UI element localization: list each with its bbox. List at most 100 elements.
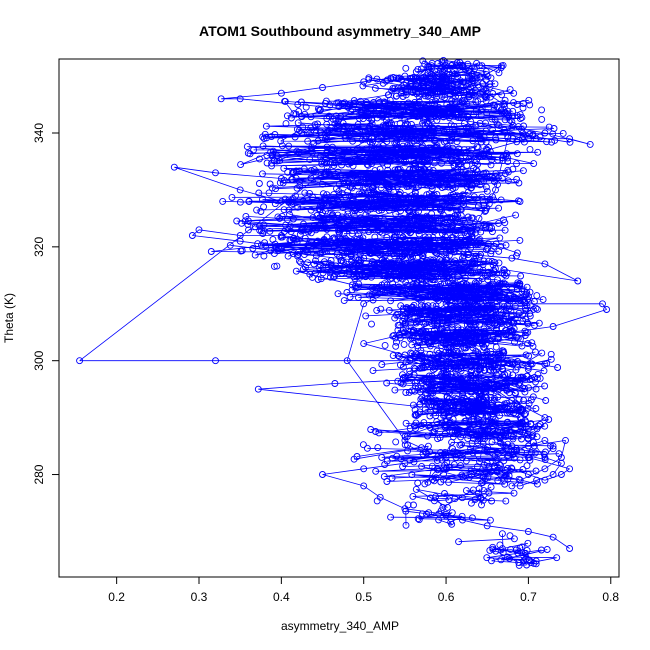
data-point — [483, 522, 491, 530]
data-point — [426, 180, 434, 188]
data-point — [301, 110, 309, 118]
data-point — [523, 462, 531, 470]
data-point — [501, 400, 509, 408]
data-point — [476, 119, 484, 127]
data-point — [423, 212, 431, 220]
data-point — [460, 201, 468, 209]
data-point — [482, 76, 490, 84]
data-point — [416, 338, 424, 346]
data-point — [458, 494, 466, 502]
data-point — [429, 380, 437, 388]
data-point — [428, 182, 436, 190]
data-point — [483, 71, 491, 79]
data-point — [424, 157, 431, 165]
data-point — [491, 384, 499, 392]
data-point — [453, 138, 461, 146]
data-point — [386, 275, 394, 283]
data-point — [488, 399, 496, 407]
data-point — [465, 236, 473, 243]
data-point — [482, 411, 490, 419]
data-point — [495, 423, 503, 431]
data-point — [474, 81, 482, 89]
data-point — [511, 315, 519, 323]
data-point — [188, 232, 196, 239]
data-point — [473, 240, 480, 248]
data-point — [417, 269, 425, 277]
data-point — [524, 425, 532, 433]
data-point — [507, 545, 515, 553]
data-point — [477, 228, 485, 236]
data-point — [418, 364, 426, 372]
data-point — [554, 364, 562, 371]
data-point — [355, 230, 362, 238]
data-point — [528, 339, 536, 347]
y-tick-label: 300 — [32, 350, 46, 370]
data-point — [524, 365, 532, 373]
data-point — [533, 375, 541, 383]
data-point — [472, 381, 480, 389]
data-point — [421, 480, 429, 488]
data-point — [368, 142, 376, 150]
data-point — [513, 150, 521, 158]
data-point — [463, 305, 471, 313]
data-point — [399, 142, 407, 150]
data-point — [469, 258, 476, 266]
data-point — [383, 457, 391, 465]
data-point — [394, 377, 402, 385]
data-point — [375, 429, 383, 437]
data-point — [410, 364, 418, 372]
data-point — [457, 355, 465, 363]
data-point — [371, 195, 379, 203]
data-point — [380, 98, 388, 106]
data-point — [524, 295, 532, 303]
data-point — [531, 348, 539, 356]
data-point — [259, 142, 267, 150]
data-point — [402, 134, 410, 141]
data-point — [356, 234, 364, 242]
data-point — [443, 238, 451, 246]
data-point — [441, 490, 448, 497]
data-point — [513, 175, 521, 183]
data-point — [426, 204, 434, 212]
data-point — [390, 156, 398, 163]
data-point — [410, 112, 417, 120]
data-point — [294, 119, 302, 127]
data-point — [538, 106, 546, 114]
data-point — [292, 192, 299, 200]
data-point — [494, 428, 501, 436]
data-point — [373, 306, 381, 314]
data-point — [543, 546, 551, 553]
data-point — [525, 400, 533, 408]
data-point — [414, 101, 422, 109]
data-point — [473, 288, 481, 296]
data-point — [553, 554, 561, 562]
data-point — [450, 259, 457, 267]
data-point — [411, 314, 419, 322]
data-point — [335, 181, 343, 188]
x-tick-label: 0.4 — [273, 590, 290, 604]
data-point — [448, 97, 455, 105]
data-point — [321, 99, 329, 107]
data-point — [403, 183, 411, 190]
data-point — [443, 203, 451, 211]
data-point — [476, 265, 484, 273]
data-point — [410, 458, 418, 466]
data-point — [435, 75, 443, 83]
data-point — [384, 166, 392, 174]
data-point — [259, 195, 266, 203]
data-point — [321, 222, 329, 230]
data-point — [447, 62, 455, 70]
data-point — [391, 386, 399, 394]
data-point — [474, 241, 482, 249]
x-axis: 0.2 0.3 0.4 0.5 0.6 0.7 0.8 — [108, 576, 619, 604]
data-point — [307, 174, 315, 182]
data-point — [482, 246, 490, 254]
data-point — [538, 115, 546, 123]
data-point — [412, 170, 419, 177]
data-point — [524, 539, 532, 547]
data-layer — [76, 56, 611, 569]
data-point — [319, 249, 326, 256]
data-point — [430, 326, 438, 334]
data-point — [380, 216, 388, 224]
data-point — [541, 260, 549, 268]
